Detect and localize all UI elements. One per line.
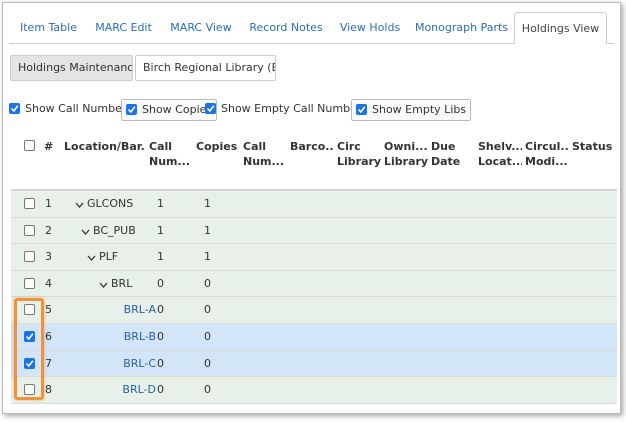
- option-label: Show Copies: [142, 103, 213, 116]
- call-number-count: 1: [157, 250, 164, 264]
- selection-highlight: [14, 298, 44, 400]
- option-checkbox[interactable]: [126, 104, 137, 115]
- column-header: Circul... Modi...: [525, 140, 569, 168]
- expand-chevron[interactable]: [87, 255, 96, 262]
- check-icon: [25, 359, 34, 367]
- copy-count: 1: [204, 250, 211, 264]
- table-row[interactable]: 3 PLF 1 1: [11, 243, 617, 271]
- row-checkbox[interactable]: [24, 198, 35, 209]
- sub-tab-button[interactable]: Birch Regional Library (BRL: [135, 55, 276, 81]
- header-separator: [11, 189, 617, 190]
- table-row[interactable]: 6 BRL-B 0 0: [11, 323, 617, 350]
- table-row[interactable]: 8 BRL-D 0 0: [11, 376, 617, 404]
- copy-count: 0: [204, 383, 211, 397]
- column-header: Call Num...: [149, 140, 191, 168]
- location-link[interactable]: BRL-A: [123, 303, 156, 317]
- table-row[interactable]: 4 BRL 0 0: [11, 269, 617, 297]
- option-toggle[interactable]: Show Empty Call Numbers: [205, 99, 367, 121]
- call-number-count: 1: [157, 197, 164, 210]
- column-header: #: [44, 140, 54, 153]
- option-toggle[interactable]: Show Call Numbers: [9, 99, 132, 121]
- tab[interactable]: Item Table: [20, 21, 77, 34]
- check-icon: [357, 106, 366, 114]
- check-icon: [206, 105, 215, 113]
- location-label: BRL: [111, 276, 133, 290]
- location-label: GLCONS: [87, 197, 134, 210]
- row-checkbox[interactable]: [24, 357, 35, 369]
- copy-count: 0: [204, 330, 211, 343]
- column-header: Copies: [196, 140, 238, 153]
- location-link[interactable]: BRL-B: [123, 330, 156, 343]
- option-toggle[interactable]: Show Empty Libs: [351, 99, 472, 121]
- tab[interactable]: Holdings View: [514, 12, 607, 44]
- row-checkbox[interactable]: [24, 384, 35, 396]
- call-number-count: 0: [157, 276, 164, 290]
- copy-count: 1: [204, 223, 211, 237]
- option-label: Show Call Numbers: [25, 102, 133, 115]
- call-number-count: 0: [157, 356, 164, 370]
- row-checkbox[interactable]: [24, 277, 35, 289]
- row-checkbox[interactable]: [24, 331, 35, 342]
- tab[interactable]: Monograph Parts: [414, 21, 509, 34]
- column-header: Call Num...: [243, 140, 285, 168]
- row-number: 7: [45, 356, 52, 370]
- copy-count: 0: [204, 356, 211, 370]
- tab[interactable]: View Holds: [339, 21, 401, 34]
- call-number-count: 1: [157, 223, 164, 237]
- holdings-view-screen: Item Table MARC Edit MARC View Record Notes…: [2, 2, 621, 414]
- check-icon: [127, 106, 136, 114]
- row-number: 8: [45, 383, 52, 397]
- row-checkbox[interactable]: [24, 304, 35, 316]
- option-checkbox[interactable]: [9, 103, 20, 114]
- call-number-count: 0: [157, 303, 164, 317]
- sub-tab-button[interactable]: Holdings Maintenance: [10, 55, 133, 81]
- location-link[interactable]: BRL-C: [123, 356, 156, 370]
- select-all-checkbox[interactable]: [24, 140, 35, 151]
- location-link[interactable]: BRL-D: [122, 383, 156, 397]
- expand-chevron[interactable]: [75, 202, 84, 208]
- column-header: Owni... Library: [384, 140, 428, 168]
- call-number-count: 0: [157, 330, 164, 343]
- option-label: Show Empty Libs: [372, 103, 467, 116]
- tab[interactable]: MARC Edit: [95, 21, 152, 34]
- column-header: Circ Library: [337, 140, 381, 168]
- option-toggle[interactable]: Show Copies: [121, 99, 218, 121]
- row-number: 2: [45, 223, 52, 237]
- expand-chevron[interactable]: [99, 282, 108, 288]
- location-label: BC_PUB: [93, 223, 136, 237]
- call-number-count: 0: [157, 383, 164, 397]
- row-number: 4: [45, 276, 52, 290]
- tab-bar-line: [9, 43, 614, 44]
- table-row[interactable]: 2 BC_PUB 1 1: [11, 216, 617, 244]
- row-number: 3: [45, 250, 52, 264]
- row-number: 6: [45, 330, 52, 343]
- tab[interactable]: MARC View: [170, 21, 232, 34]
- row-number: 1: [45, 197, 52, 210]
- table-bottom-line: [11, 402, 617, 404]
- row-number: 5: [45, 303, 52, 317]
- option-checkbox[interactable]: [356, 104, 367, 115]
- option-label: Show Empty Call Numbers: [221, 102, 368, 115]
- copy-count: 0: [204, 303, 211, 317]
- column-header: Location/Bar...: [64, 140, 146, 153]
- location-label: PLF: [99, 250, 119, 264]
- column-header: Due Date: [431, 140, 461, 168]
- option-checkbox[interactable]: [205, 103, 216, 114]
- table-row[interactable]: 1 GLCONS 1 1: [11, 190, 617, 217]
- table-row[interactable]: 5 BRL-A 0 0: [11, 296, 617, 324]
- expand-chevron[interactable]: [81, 229, 90, 235]
- column-header: Status: [572, 140, 613, 153]
- column-header: Shelv... Locat...: [478, 140, 522, 168]
- row-checkbox[interactable]: [24, 251, 35, 263]
- table-row[interactable]: 7 BRL-C 0 0: [11, 349, 617, 377]
- check-icon: [25, 333, 34, 341]
- row-checkbox[interactable]: [24, 224, 35, 236]
- column-header: Barco...: [290, 140, 334, 153]
- copy-count: 0: [204, 276, 211, 290]
- copy-count: 1: [204, 197, 211, 210]
- tab[interactable]: Record Notes: [249, 21, 323, 34]
- check-icon: [10, 105, 19, 113]
